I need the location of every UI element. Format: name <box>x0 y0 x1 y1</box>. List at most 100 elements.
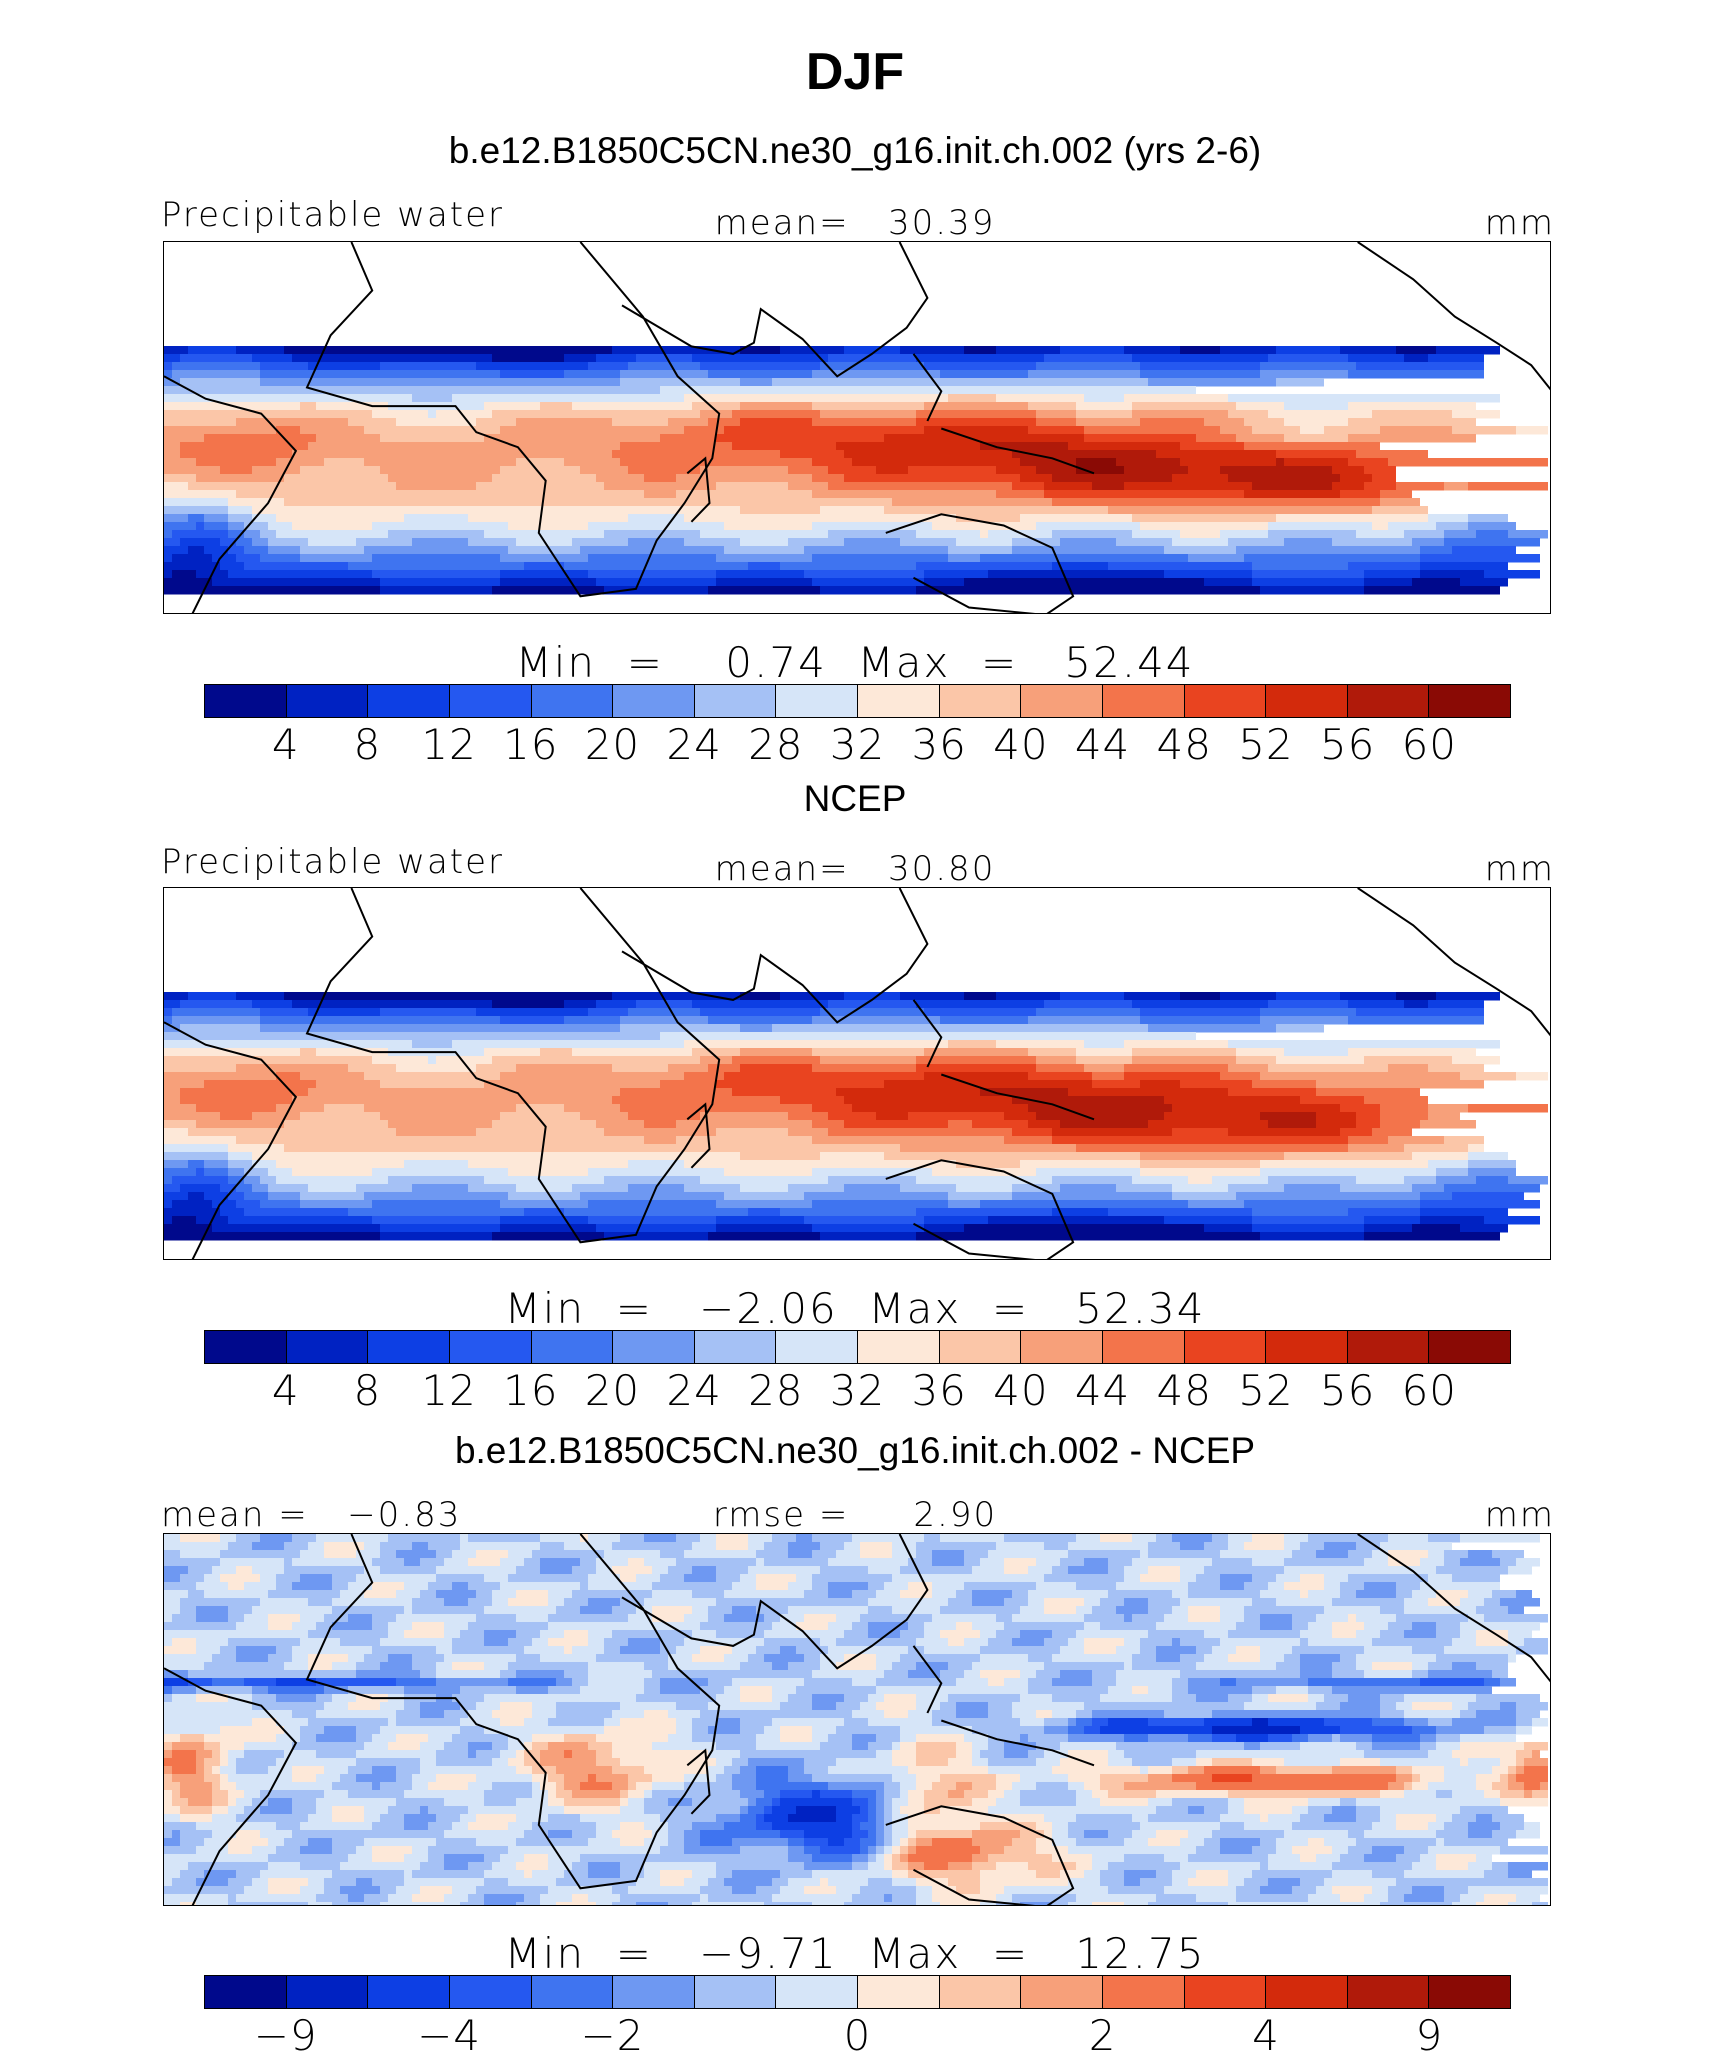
contour-cell <box>980 1822 1036 1831</box>
contour-cell <box>596 1224 716 1233</box>
contour-cell <box>356 1846 372 1855</box>
contour-cell <box>1324 1542 1356 1551</box>
contour-cell <box>1020 1718 1044 1727</box>
contour-cell <box>1060 1870 1084 1879</box>
contour-cell <box>1172 1192 1236 1201</box>
contour-cell <box>628 1008 700 1017</box>
contour-cell <box>1124 1902 1148 1905</box>
contour-cell <box>812 1048 924 1057</box>
contour-cell <box>724 546 804 555</box>
contour-cell <box>1084 1830 1108 1839</box>
contour-cell <box>820 1654 844 1663</box>
contour-cell <box>1220 1846 1252 1855</box>
contour-cell <box>604 1550 660 1559</box>
contour-cell <box>916 1886 932 1895</box>
contour-cell <box>1308 1638 1372 1647</box>
contour-cell <box>1212 1710 1380 1719</box>
contour-cell <box>468 1822 508 1831</box>
contour-cell <box>1260 1614 1292 1623</box>
contour-cell <box>1468 1830 1492 1839</box>
contour-cell <box>884 1814 892 1823</box>
contour-cell <box>1148 1542 1180 1551</box>
contour-cell <box>700 362 820 371</box>
contour-cell <box>428 1806 468 1815</box>
contour-cell <box>164 1008 172 1017</box>
contour-cell <box>1068 1088 1228 1097</box>
contour-cell <box>1508 1862 1548 1871</box>
contour-cell <box>1244 1806 1292 1815</box>
contour-cell <box>476 1702 500 1711</box>
colorbar-swatch <box>1266 685 1348 717</box>
contour-cell <box>1308 1806 1332 1815</box>
contour-cell <box>868 1742 892 1751</box>
contour-cell <box>1220 1822 1244 1831</box>
contour-cell <box>1132 1000 1268 1009</box>
contour-cell <box>980 1846 1004 1855</box>
contour-cell <box>1532 1902 1548 1905</box>
contour-cell <box>372 570 500 579</box>
contour-cell <box>1052 1710 1076 1719</box>
contour-cell <box>188 1798 212 1807</box>
colorbar-tick-label: 32 <box>829 1366 886 1415</box>
contour-cell <box>932 522 1036 531</box>
contour-cell <box>1116 1670 1180 1679</box>
contour-cell <box>1468 1822 1500 1831</box>
contour-cell <box>252 466 300 475</box>
contour-cell <box>268 1854 348 1863</box>
contour-cell <box>1196 1782 1388 1791</box>
contour-cell <box>1028 1016 1140 1025</box>
contour-cell <box>988 1790 1004 1799</box>
contour-cell <box>1380 1758 1460 1767</box>
contour-cell <box>1140 1168 1260 1177</box>
contour-cell <box>988 570 1164 579</box>
contour-cell <box>236 1798 252 1807</box>
colorbar-tick-label: 52 <box>1238 720 1294 769</box>
contour-cell <box>988 1854 1052 1863</box>
contour-cell <box>1332 466 1364 475</box>
contour-cell <box>1132 1048 1236 1057</box>
contour-cell <box>804 1830 852 1839</box>
contour-cell <box>1004 1750 1028 1759</box>
contour-cell <box>380 1232 492 1241</box>
contour-cell <box>1396 1878 1548 1887</box>
contour-cell <box>908 1558 932 1567</box>
contour-cell <box>1364 1096 1428 1105</box>
contour-cell <box>1444 1550 1468 1559</box>
contour-cell <box>164 1184 180 1193</box>
contour-cell <box>1180 1574 1196 1583</box>
contour-cell <box>1292 1806 1308 1815</box>
contour-cell <box>652 1566 668 1575</box>
contour-cell <box>820 506 884 515</box>
contour-cell <box>324 1766 348 1775</box>
contour-cell <box>692 1726 708 1735</box>
contour-cell <box>1140 1638 1172 1647</box>
contour-cell <box>516 458 564 467</box>
contour-cell <box>380 1542 412 1551</box>
contour-cell <box>956 1750 972 1759</box>
contour-cell <box>620 1718 676 1727</box>
contour-cell <box>1268 1734 1292 1743</box>
contour-cell <box>220 1112 252 1121</box>
contour-cell <box>300 1614 324 1623</box>
contour-cell <box>292 1096 612 1105</box>
contour-cell <box>1060 538 1116 547</box>
contour-cell <box>668 1822 692 1831</box>
contour-cell <box>716 1574 740 1583</box>
contour-cell <box>1180 1838 1204 1847</box>
contour-cell <box>1276 1838 1308 1847</box>
contour-cell <box>1228 1806 1244 1815</box>
contour-cell <box>1484 1614 1548 1623</box>
contour-cell <box>1100 1622 1156 1631</box>
contour-cell <box>1236 1678 1308 1687</box>
contour-cell <box>916 1734 964 1743</box>
panel-3-rmse-label: rmse = 2.90 <box>712 1495 998 1535</box>
contour-cell <box>1484 1678 1500 1687</box>
contour-cell <box>1348 434 1476 443</box>
contour-cell <box>1508 1766 1516 1775</box>
contour-cell <box>1340 1726 1412 1735</box>
contour-cell <box>1300 1854 1316 1863</box>
contour-cell <box>1468 1590 1492 1599</box>
contour-cell <box>684 1184 740 1193</box>
contour-cell <box>476 418 516 427</box>
contour-cell <box>892 1550 916 1559</box>
